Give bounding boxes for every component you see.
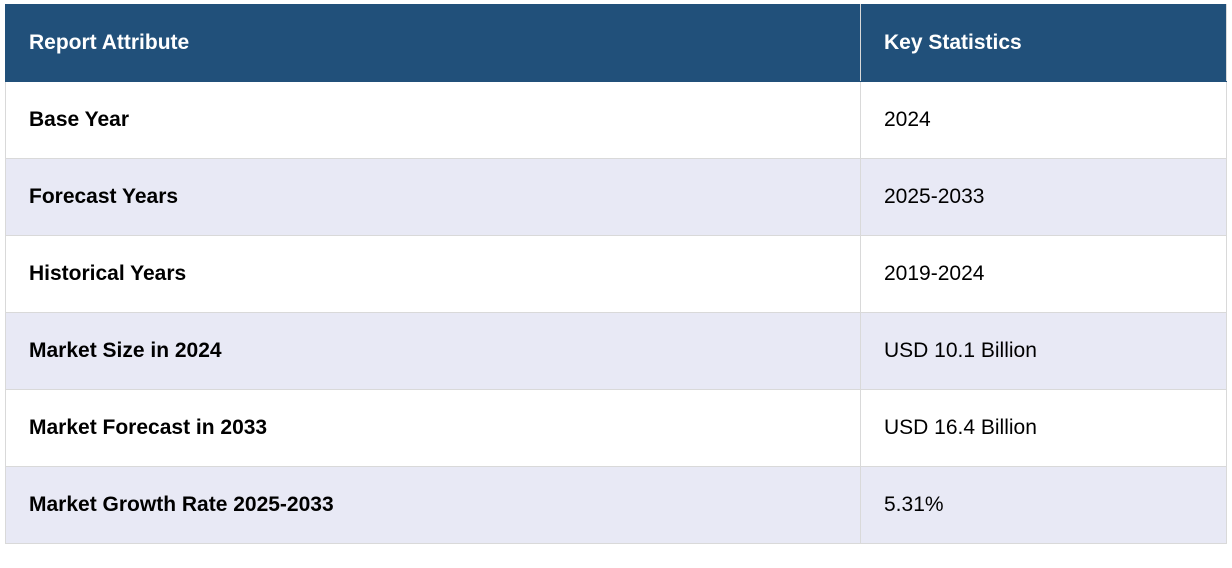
table-body: Base Year 2024 Forecast Years 2025-2033 Hist…: [5, 81, 1227, 544]
stats-table: Report Attribute Key Statistics Base Yea…: [5, 4, 1227, 544]
header-row: Report Attribute Key Statistics: [5, 4, 1227, 82]
attribute-cell: Historical Years: [5, 235, 861, 313]
header-cell: Key Statistics: [860, 4, 1227, 82]
statistic-cell: 5.31%: [860, 466, 1227, 544]
attribute-cell: Forecast Years: [5, 158, 861, 236]
table-row: Historical Years 2019-2024: [5, 235, 1227, 313]
table-row: Market Forecast in 2033 USD 16.4 Billion: [5, 389, 1227, 467]
table-header: Report Attribute Key Statistics: [5, 4, 1227, 82]
table-row: Market Growth Rate 2025-2033 5.31%: [5, 466, 1227, 544]
statistic-cell: 2025-2033: [860, 158, 1227, 236]
attribute-cell: Base Year: [5, 81, 861, 159]
statistic-cell: USD 10.1 Billion: [860, 312, 1227, 390]
header-cell: Report Attribute: [5, 4, 861, 82]
statistic-cell: 2019-2024: [860, 235, 1227, 313]
statistic-cell: 2024: [860, 81, 1227, 159]
attribute-cell: Market Size in 2024: [5, 312, 861, 390]
attribute-cell: Market Forecast in 2033: [5, 389, 861, 467]
table-row: Market Size in 2024 USD 10.1 Billion: [5, 312, 1227, 390]
attribute-cell: Market Growth Rate 2025-2033: [5, 466, 861, 544]
statistic-cell: USD 16.4 Billion: [860, 389, 1227, 467]
table-row: Base Year 2024: [5, 81, 1227, 159]
table-row: Forecast Years 2025-2033: [5, 158, 1227, 236]
